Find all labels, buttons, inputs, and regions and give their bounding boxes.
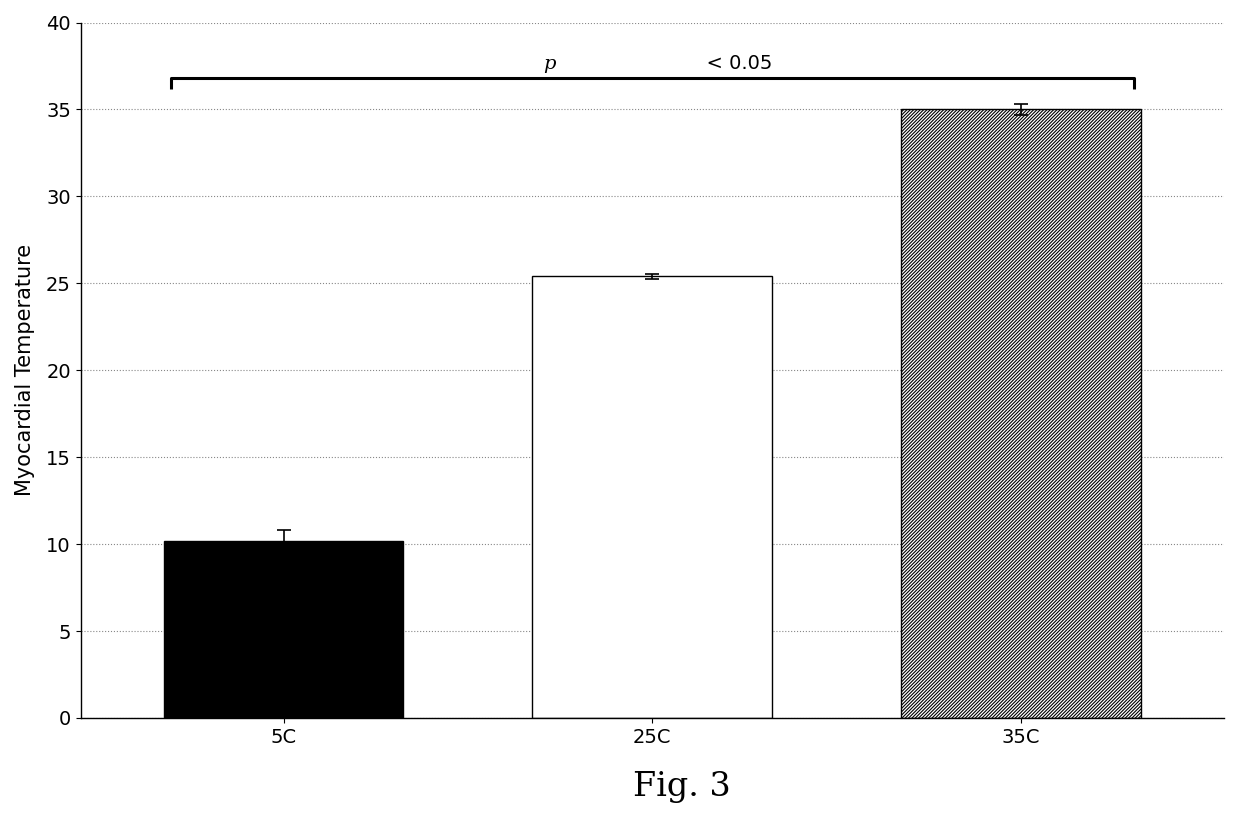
Text: p: p bbox=[543, 55, 555, 73]
Text: < 0.05: < 0.05 bbox=[694, 54, 773, 73]
Text: Fig. 3: Fig. 3 bbox=[633, 771, 730, 803]
Y-axis label: Myocardial Temperature: Myocardial Temperature bbox=[15, 244, 35, 496]
Bar bbox=[164, 541, 404, 718]
Bar bbox=[533, 276, 772, 718]
Bar bbox=[901, 110, 1141, 718]
